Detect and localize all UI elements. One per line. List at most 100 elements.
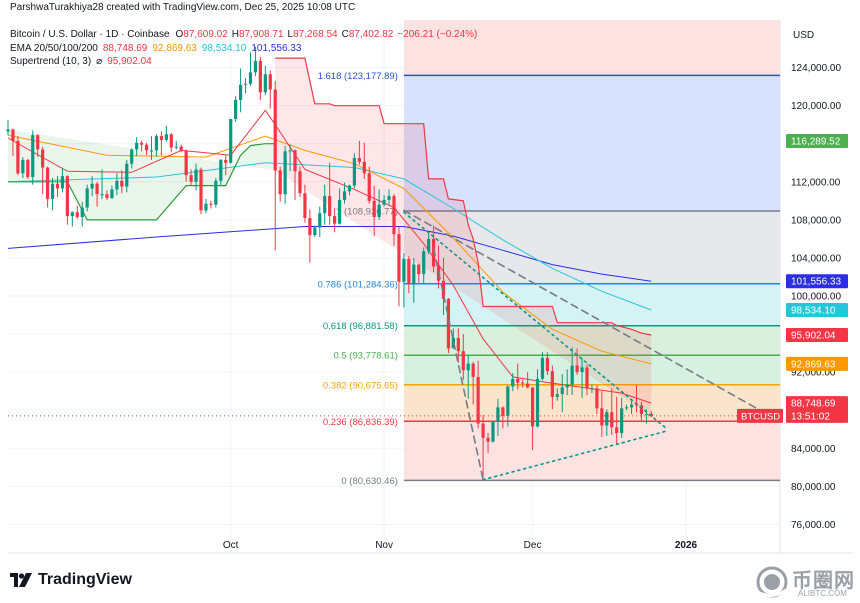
candle-10 [55,183,60,189]
candle-100 [501,407,505,416]
ema-50-line [7,134,652,365]
indicator-layer [7,57,652,416]
supertrend-down-line [275,57,652,336]
candle-93 [466,363,470,371]
trendlines-layer[interactable] [8,209,780,481]
candle-61 [308,217,312,236]
candle-95 [476,376,480,424]
price-tick-2: 84,000.00 [791,444,836,455]
candle-124 [620,408,624,434]
candle-47 [238,84,243,100]
fib-zone-0.236 [403,421,780,481]
chart-header: ParshwaTurakhiya28 created with TradingV… [0,0,860,13]
candle-11 [60,176,65,189]
price-label-box-4 [786,356,848,371]
candle-20 [105,194,109,198]
fib-zone-top [403,20,780,76]
legend-supertrend-row: Supertrend (10, 3) ⌀ 95,902.04 [10,56,152,67]
ema-200-line [7,226,652,282]
candle-81 [407,258,411,284]
fibonacci-retracement[interactable]: 1 (108,926.77) 0.786 (101,284.36) 0.618 (9… [318,20,780,487]
candle-96 [481,423,485,438]
candle-7 [41,149,45,168]
time-tick-0: Oct [223,540,239,551]
ema-100-line [7,162,652,311]
price-tick-0: 76,000.00 [791,520,836,531]
candle-41 [209,203,213,205]
candle-16 [85,188,89,208]
time-axis[interactable]: Oct Nov Dec 2026 [223,540,698,551]
fib-zone-1 [403,211,780,284]
candle-119 [595,388,599,409]
candle-30 [154,136,159,151]
tradingview-brand: TradingView [38,571,132,588]
fib-label-0.382: 0.382 (90,675.65) [323,380,398,391]
candle-108 [540,357,545,379]
legend-symbol-row-part-2: 87,609.02 [183,29,228,40]
legend-symbol-row-part-8: 87,402.82 [349,29,394,40]
legend-symbol-row: Bitcoin / U.S. Dollar · 1D · Coinbase O87… [10,29,477,40]
candle-122 [610,412,614,428]
candle-4 [26,159,30,178]
legend-ema-row-part-0: EMA 20/50/100/200 [10,43,98,54]
price-label-box-2 [786,302,848,317]
candle-9 [50,183,55,199]
candle-102 [511,378,515,387]
candle-58 [293,150,297,172]
candle-42 [214,180,218,205]
header-credit: ParshwaTurakhiya28 created with TradingV… [10,2,356,13]
candle-120 [600,408,604,426]
candle-12 [65,176,69,217]
candle-29 [149,150,154,152]
watermark: 币圈网 ALIBTC.COM [752,562,856,602]
candle-26 [135,142,139,150]
candle-86 [431,238,436,267]
candle-40 [204,203,208,211]
supertrend-up-line [8,143,276,221]
fib-label-0.236: 0.236 (86,836.39) [323,417,398,428]
legend-ema-row-part-1: 88,748.69 [103,43,148,54]
candle-70 [352,158,357,186]
price-tick-9: 112,000.00 [791,177,841,188]
symbol-label: BTCUSD [741,411,780,422]
price-axis[interactable]: USD76,000.0080,000.0084,000.0088,000.009… [737,30,848,531]
candle-21 [110,189,114,198]
candle-118 [590,388,594,390]
legend-ema-row-part-3: 98,534.10 [202,43,247,54]
tradingview-logo[interactable]: TradingView [10,570,132,590]
price-label-5: 88,748.69 [791,399,836,410]
price-tick-11: 120,000.00 [791,101,841,112]
candle-46 [234,99,238,119]
countdown-label: 13:51:02 [791,411,830,422]
time-tick-1: Nov [375,540,393,551]
watermark-subtitle: ALIBTC.COM [798,589,847,598]
fib-label-0: 0 (80,630.46) [341,476,398,487]
fib-label-1: 1 (108,926.77) [336,207,398,218]
candle-0 [6,129,10,132]
time-tick-3: 2026 [675,540,698,551]
trendline-2 [482,430,667,481]
candle-17 [90,183,94,189]
candle-33 [169,134,173,148]
candle-68 [342,191,347,200]
symbol-label-box [737,408,783,423]
candle-3 [21,159,25,174]
candle-92 [461,351,465,371]
candle-98 [491,421,495,442]
candle-14 [75,212,79,218]
candle-103 [516,378,520,383]
time-tick-2: Dec [524,540,542,551]
price-label-box-1 [786,274,848,289]
trendline-0 [403,209,766,414]
tradingview-logo-icon [10,573,32,587]
candle-27 [140,142,144,145]
candle-78 [392,196,396,235]
candle-52 [263,74,267,93]
candle-97 [486,437,490,442]
candle-59 [298,171,302,194]
candle-50 [253,60,258,73]
price-tick-6: 100,000.00 [791,292,841,303]
candle-110 [550,371,554,397]
candle-60 [303,193,307,218]
